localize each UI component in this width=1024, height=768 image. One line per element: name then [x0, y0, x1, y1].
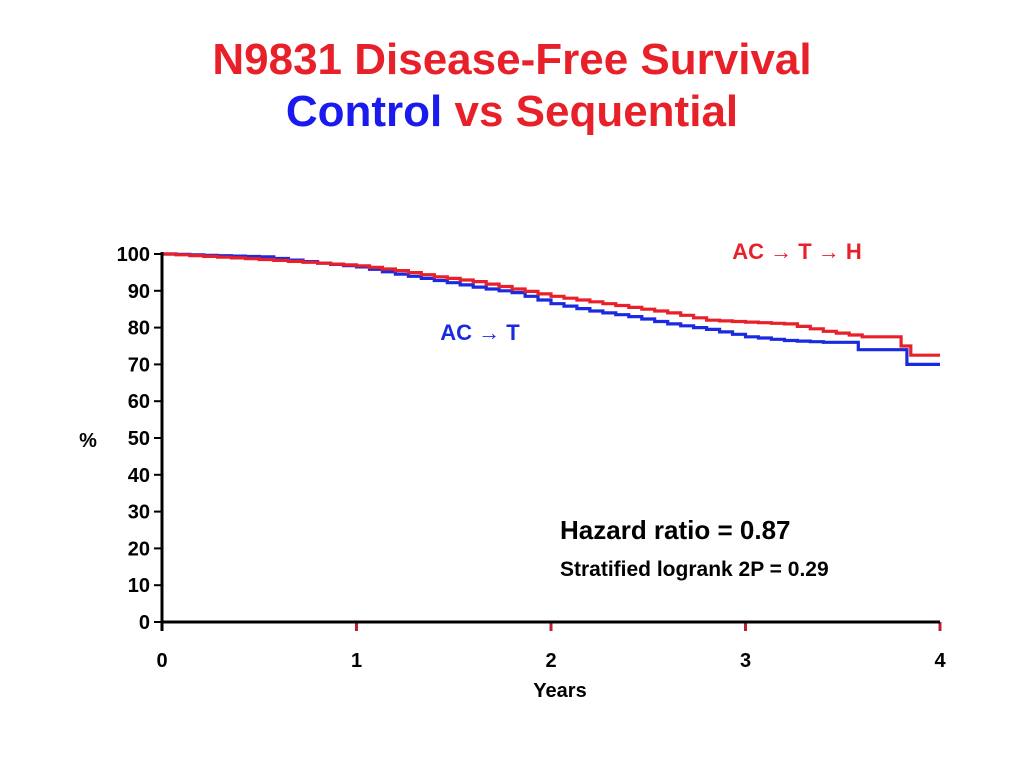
series-layer: [162, 252, 940, 366]
y-axis-label: %: [79, 430, 97, 452]
series-label-ac-t-h: AC → T → H: [732, 239, 862, 264]
x-tick-label: 0: [156, 650, 167, 672]
x-axis-ticks: 0 1 2 3 4: [156, 622, 946, 672]
y-tick-label: 90: [128, 281, 150, 303]
y-tick-label: 20: [128, 538, 150, 560]
title-line-1: N9831 Disease-Free Survival: [212, 35, 812, 84]
slide-title: N9831 Disease-Free Survival Control vs S…: [0, 34, 1024, 138]
y-tick-label: 0: [139, 612, 150, 634]
title-line-2: Control vs Sequential: [0, 86, 1024, 138]
title-word-control: Control: [285, 87, 443, 136]
x-axis-label: Years: [533, 680, 586, 702]
y-tick-label: 60: [128, 391, 150, 413]
hazard-ratio-annotation: Hazard ratio = 0.87: [560, 515, 791, 545]
series-line-ac-t: [162, 252, 940, 366]
y-tick-label: 50: [128, 428, 150, 450]
x-tick-label: 4: [934, 650, 946, 672]
y-tick-label: 80: [128, 318, 150, 340]
y-tick-label: 70: [128, 354, 150, 376]
series-label-ac-t: AC → T: [440, 320, 520, 345]
y-tick-label: 10: [128, 575, 150, 597]
x-tick-label: 2: [545, 650, 556, 672]
y-tick-label: 40: [128, 465, 150, 487]
x-tick-label: 3: [740, 650, 751, 672]
logrank-annotation: Stratified logrank 2P = 0.29: [560, 558, 829, 581]
y-axis-ticks: 0 10 20 30 40 50 60 70 80 90 100: [117, 244, 162, 634]
y-tick-label: 100: [117, 244, 150, 266]
y-tick-label: 30: [128, 502, 150, 524]
x-tick-label: 1: [351, 650, 362, 672]
title-word-rest: vs Sequential: [442, 87, 739, 136]
series-line-ac-t-h: [162, 252, 940, 357]
